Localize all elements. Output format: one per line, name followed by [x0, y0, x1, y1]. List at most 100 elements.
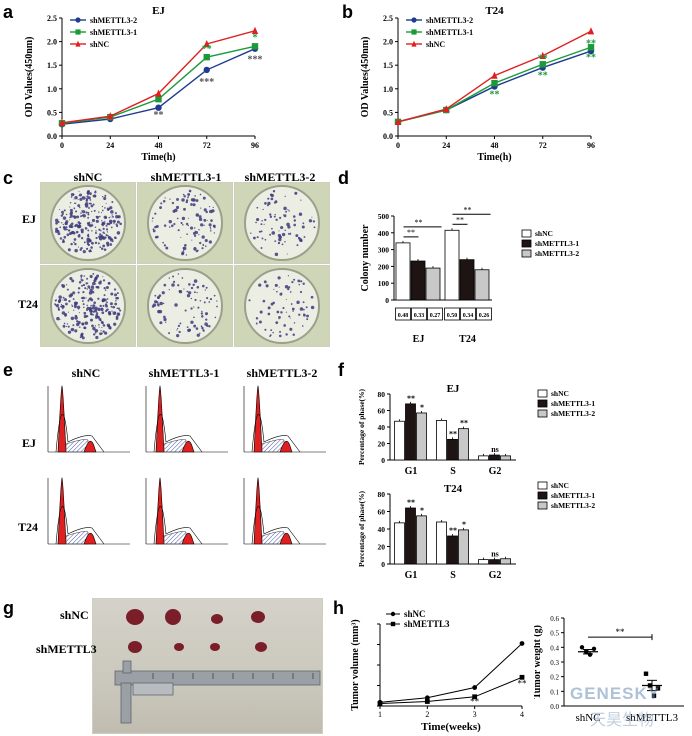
category-label: EJ: [413, 334, 425, 345]
colony-dot: [101, 220, 103, 222]
colony-dot: [88, 307, 92, 312]
colony-dot: [163, 317, 167, 322]
colony-dot: [81, 284, 84, 287]
colony-dot: [269, 215, 273, 218]
colony-dot: [86, 242, 90, 246]
colony-dot: [154, 212, 157, 215]
histogram-outline: [153, 506, 203, 545]
x-tick-label: 1: [378, 710, 382, 719]
legend-label: shNC: [426, 40, 445, 49]
colony-dot: [82, 290, 85, 294]
colony-dot: [104, 220, 106, 222]
y-tick-label: 1.5: [47, 61, 57, 70]
data-point: [472, 694, 478, 700]
colony-dot: [205, 318, 208, 321]
colony-dot: [311, 216, 313, 218]
y-axis-label: OD Values(450nm): [360, 37, 371, 118]
colony-dot: [298, 212, 303, 216]
colony-dot: [193, 316, 195, 319]
colony-dot: [83, 311, 87, 315]
colony-dot: [116, 225, 118, 227]
colony-dot: [92, 304, 96, 308]
colony-dot: [202, 284, 205, 288]
colony-dot: [114, 293, 118, 297]
colony-dot: [163, 315, 166, 319]
colony-dot: [62, 223, 64, 226]
colony-dot: [205, 210, 208, 214]
colony-dot: [270, 329, 273, 332]
colony-dot: [105, 309, 108, 313]
colony-dot: [97, 242, 100, 245]
colony-dot: [286, 253, 288, 255]
colony-dot: [99, 332, 102, 336]
colony-dot: [114, 220, 116, 223]
y-tick-label: 2.0: [383, 38, 393, 47]
colony-dot: [70, 223, 72, 225]
colony-dot: [312, 220, 316, 223]
colony-dot: [74, 314, 78, 318]
colony-dot: [82, 250, 86, 254]
colony-dot: [111, 310, 113, 312]
colony-dot: [82, 210, 86, 214]
colony-dot: [299, 307, 304, 311]
colony-dot: [182, 193, 185, 196]
colony-dot: [111, 201, 114, 204]
category-label: T24: [459, 334, 476, 345]
x-tick-label: 72: [203, 141, 211, 150]
colony-dot: [104, 289, 107, 291]
x-tick-label: 0: [396, 141, 400, 150]
colony-dot: [106, 235, 108, 237]
y-tick-label: 0.0: [550, 703, 559, 711]
colony-dot: [110, 305, 113, 308]
colony-dot: [93, 333, 96, 336]
colony-dot: [189, 191, 191, 193]
colony-dot: [108, 312, 111, 315]
colony-dot: [212, 206, 214, 209]
colony-dot: [86, 234, 90, 237]
colony-dot: [88, 238, 91, 241]
legend-marker: [75, 40, 81, 47]
colony-dot: [86, 277, 89, 280]
colony-dot: [283, 324, 286, 327]
g2-peak: [279, 532, 293, 545]
bar: [416, 412, 427, 461]
colony-dot: [101, 205, 103, 208]
colony-dot: [300, 280, 303, 283]
series-line: [379, 643, 523, 703]
bar: [405, 507, 416, 565]
colony-dot: [66, 288, 69, 291]
colony-dot: [156, 296, 160, 299]
colony-dot: [86, 309, 88, 312]
colony-dot: [84, 287, 87, 290]
colony-dot: [104, 236, 107, 239]
colony-dot: [87, 211, 90, 214]
colony-dot: [278, 334, 282, 338]
significance-mark: **: [460, 419, 468, 428]
colony-plate-photo: [137, 182, 233, 264]
colony-dot: [82, 214, 86, 218]
x-tick-label: 24: [442, 141, 450, 150]
legend-label: shMETTL3-2: [426, 16, 473, 25]
colony-dot: [204, 238, 208, 243]
colony-dot: [288, 286, 291, 289]
petri-dish: [147, 185, 223, 261]
colony-dot: [210, 219, 213, 222]
colony-dot: [112, 240, 114, 243]
colony-dot: [105, 224, 108, 227]
colony-dot: [198, 215, 202, 219]
colony-dot: [173, 222, 176, 226]
colony-dot: [90, 242, 92, 244]
colony-row-label: T24: [18, 297, 39, 311]
colony-dot: [187, 224, 190, 227]
colony-dot: [185, 200, 188, 204]
category-label: G2: [489, 466, 502, 477]
colony-dot: [263, 280, 267, 284]
colony-dot: [289, 232, 292, 234]
colony-plate-drawing: [244, 268, 320, 344]
colony-dot: [186, 290, 189, 293]
colony-dot: [287, 287, 290, 291]
colony-dot: [76, 301, 78, 304]
colony-dot: [65, 220, 69, 224]
colony-plate-photo: [40, 265, 136, 347]
colony-dot: [80, 246, 83, 250]
